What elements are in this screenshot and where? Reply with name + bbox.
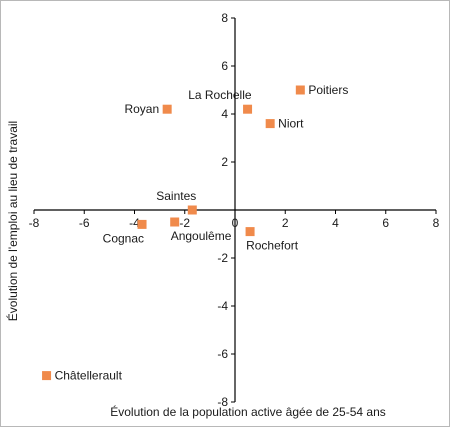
- point-marker-saintes: [187, 205, 197, 215]
- x-tick-label: 0: [232, 216, 239, 230]
- point-label-cognac: Cognac: [103, 231, 144, 245]
- point-label-chatellerault: Châtellerault: [55, 369, 123, 383]
- point-marker-niort: [265, 119, 275, 129]
- point-marker-royan: [162, 104, 172, 114]
- y-tick-label: -2: [217, 251, 228, 265]
- tick-labels: -8 -6 -4 -2 0 2 4 6 8 -8 -6 -4 -2 2 4 6 8: [29, 11, 440, 409]
- x-tick-label: -8: [29, 216, 40, 230]
- y-axis-label: Évolution de l'emploi au lieu de travail: [5, 121, 20, 321]
- data-points: Poitiers La Rochelle Royan Niort Saintes Ango…: [42, 83, 348, 383]
- y-tick-label: 6: [221, 59, 228, 73]
- y-tick-label: 2: [221, 155, 228, 169]
- y-tick-label: -6: [217, 347, 228, 361]
- point-label-niort: Niort: [278, 117, 304, 131]
- x-tick-label: 8: [433, 216, 440, 230]
- x-tick-label: 2: [282, 216, 289, 230]
- y-tick-label: 8: [221, 11, 228, 25]
- y-tick-label: 4: [221, 107, 228, 121]
- point-label-la-rochelle: La Rochelle: [188, 88, 252, 102]
- y-tick-label: -4: [217, 299, 228, 313]
- point-marker-rochefort: [245, 227, 255, 237]
- point-label-saintes: Saintes: [156, 189, 196, 203]
- point-marker-poitiers: [295, 85, 305, 95]
- point-label-royan: Royan: [124, 102, 159, 116]
- point-label-angouleme: Angoulême: [171, 229, 232, 243]
- point-marker-cognac: [137, 219, 147, 229]
- x-tick-label: -4: [129, 216, 140, 230]
- x-tick-label: -2: [179, 216, 190, 230]
- point-label-rochefort: Rochefort: [246, 239, 299, 253]
- x-tick-label: 4: [332, 216, 339, 230]
- point-marker-angouleme: [170, 217, 180, 227]
- x-tick-label: 6: [382, 216, 389, 230]
- point-label-poitiers: Poitiers: [308, 83, 348, 97]
- x-axis-label: Évolution de la population active âgée d…: [110, 404, 386, 419]
- point-marker-la-rochelle: [243, 104, 253, 114]
- point-marker-chatellerault: [42, 371, 52, 381]
- y-tick-label: -8: [217, 395, 228, 409]
- x-tick-label: -6: [79, 216, 90, 230]
- axes: [33, 17, 437, 403]
